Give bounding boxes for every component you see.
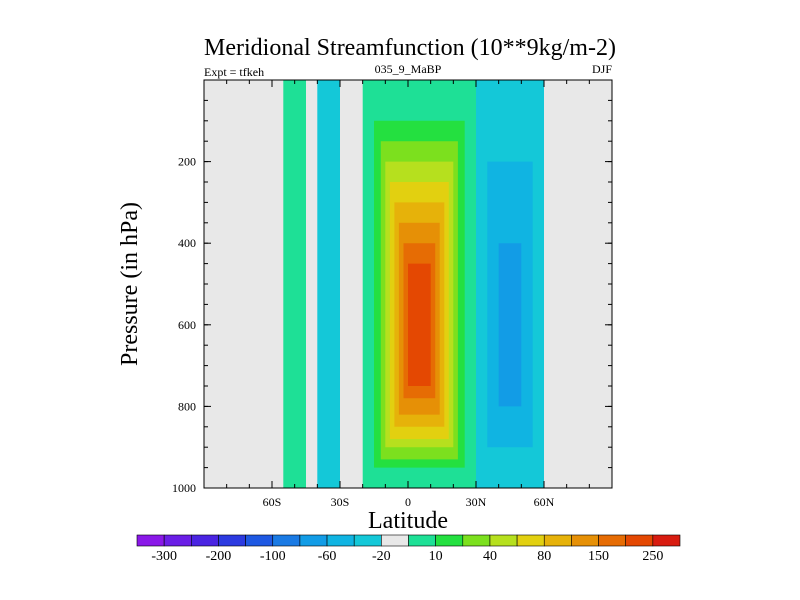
colorbar-box [462,534,491,547]
colorbar-box [326,534,355,547]
colorbar-box [598,534,626,547]
colorbar-label: -300 [151,549,177,564]
colorbar-label: -60 [318,549,337,564]
colorbar-box [272,534,301,547]
x-tick-label: 0 [405,495,411,509]
colorbar-label: 80 [537,549,551,564]
colorbar-box [652,534,681,547]
chart-subtitle-center: 035_9_MaBP [375,62,442,76]
colorbar-label: -20 [372,549,391,564]
colorbar-label: -200 [206,549,232,564]
colorbar-box [353,534,382,547]
colorbar-box [245,534,274,547]
colorbar: -300 -200 -100 -60 -20 10 40 80 150 250 [136,534,681,564]
colorbar-label: -100 [260,549,286,564]
x-axis-title: Latitude [368,508,448,534]
colorbar-box [543,534,572,547]
axis-ticks: 60S 30S 0 30N 60N 200 400 600 800 1000 [172,79,613,509]
contour-fill-group [283,80,544,489]
colorbar-box [435,534,464,547]
colorbar-box [489,534,518,547]
colorbar-box [625,534,654,547]
colorbar-box [381,534,409,547]
colorbar-box [191,534,219,547]
colorbar-box [571,534,599,547]
x-tick-label: 30N [466,495,487,509]
colorbar-box [516,534,545,547]
colorbar-label: 40 [483,549,497,564]
contour-nh-negative-cell-core [498,243,522,407]
x-tick-label: 30S [331,495,350,509]
colorbar-box [408,534,436,547]
x-tick-label: 60N [534,495,555,509]
colorbar-label: 10 [429,549,443,564]
colorbar-label: 250 [642,549,663,564]
chart-subtitle-right: DJF [592,62,612,76]
chart-subtitle-left: Expt = tfkeh [204,65,264,79]
colorbar-box [299,534,328,547]
colorbar-box [136,534,165,547]
colorbar-box [163,534,192,547]
colorbar-label: 150 [588,549,609,564]
contour-south-negative-patch [317,80,340,489]
colorbar-box [218,534,246,547]
contour-hadley-cell-core [408,263,431,386]
x-tick-label: 60S [263,495,282,509]
y-tick-label: 400 [178,236,196,250]
y-tick-label: 600 [178,318,196,332]
y-tick-label: 1000 [172,481,196,495]
y-tick-label: 200 [178,155,196,169]
contour-sh-positive-column [283,80,306,489]
chart-title: Meridional Streamfunction (10**9kg/m-2) [204,35,616,61]
y-axis-title: Pressure (in hPa) [117,202,143,366]
y-tick-label: 800 [178,399,196,413]
